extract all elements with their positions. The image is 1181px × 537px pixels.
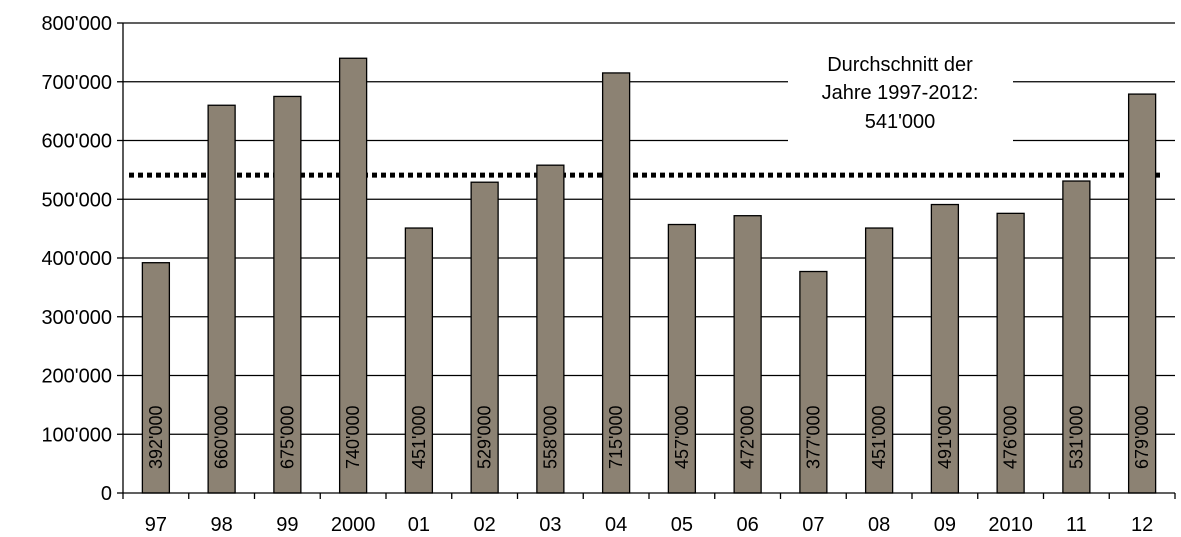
bar: [470, 181, 499, 494]
bar: [996, 212, 1025, 494]
bar: [404, 227, 434, 494]
y-tick-label: 500'000: [41, 189, 112, 211]
x-tick-label: 12: [1131, 514, 1153, 536]
bar: [864, 227, 894, 494]
x-tick-label: 05: [671, 514, 693, 536]
x-tick-label: 03: [539, 514, 561, 536]
x-tick-label: 02: [474, 514, 496, 536]
x-tick-label: 97: [145, 514, 167, 536]
bar-value-label: 740'000: [343, 405, 363, 469]
bar-value-label: 451'000: [409, 405, 429, 469]
bar-value-label: 476'000: [1001, 405, 1021, 469]
bar: [930, 203, 960, 494]
average-label-line: Jahre 1997-2012:: [822, 82, 979, 104]
axes: 0 100'000 200'000 300'000 400'000 500'000 600'…: [41, 13, 1176, 536]
average-label-line: Durchschnitt der: [827, 54, 973, 76]
x-tick-label: 04: [605, 514, 627, 536]
bar-value-label: 472'000: [738, 405, 758, 469]
x-tick-label: 01: [408, 514, 430, 536]
bar: [601, 72, 631, 494]
x-tick-label: 09: [934, 514, 956, 536]
bar-value-label: 392'000: [146, 405, 166, 469]
bar: [536, 164, 565, 494]
y-tick-label: 400'000: [41, 248, 112, 270]
bar-value-label: 558'000: [540, 405, 560, 469]
bar-value-label: 660'000: [212, 405, 232, 469]
bar: [799, 270, 828, 494]
bar: [733, 215, 762, 494]
bar-value-label: 457'000: [672, 405, 692, 469]
y-tick-label: 0: [101, 483, 112, 505]
x-tick-label: 99: [276, 514, 298, 536]
bar-value-label: 451'000: [869, 405, 889, 469]
average-label-line: 541'000: [865, 111, 936, 133]
x-tick-label: 07: [802, 514, 824, 536]
bar: [207, 104, 236, 494]
x-tick-label: 11: [1066, 514, 1087, 536]
bar-value-label: 679'000: [1132, 405, 1152, 469]
bar-value-label: 491'000: [935, 405, 955, 469]
y-tick-label: 300'000: [41, 307, 112, 329]
bar: [338, 57, 368, 494]
bar-value-label: 715'000: [606, 405, 626, 469]
annotation-background: [788, 45, 1013, 142]
y-tick-label: 700'000: [41, 72, 112, 94]
x-tick-label: 06: [737, 514, 759, 536]
x-tick-label: 2000: [331, 514, 376, 536]
y-tick-label: 200'000: [41, 366, 112, 388]
bar: [667, 223, 697, 494]
bar-value-label: 675'000: [277, 405, 297, 469]
y-tick-label: 100'000: [41, 424, 112, 446]
y-tick-label: 800'000: [41, 13, 112, 35]
x-tick-label: 98: [211, 514, 233, 536]
bar-value-label: 377'000: [803, 405, 823, 469]
x-tick-label: 08: [868, 514, 890, 536]
y-tick-label: 600'000: [41, 131, 112, 153]
x-tick-label: 2010: [988, 514, 1033, 536]
bar-value-label: 529'000: [475, 405, 495, 469]
bars: 392'000 660'000 675'000 740'000 451'000 529'0…: [141, 57, 1157, 494]
average-annotation: Durchschnitt der Jahre 1997-2012: 541'000: [788, 45, 1013, 142]
bar-value-label: 531'000: [1066, 405, 1086, 469]
bar: [1062, 180, 1091, 494]
